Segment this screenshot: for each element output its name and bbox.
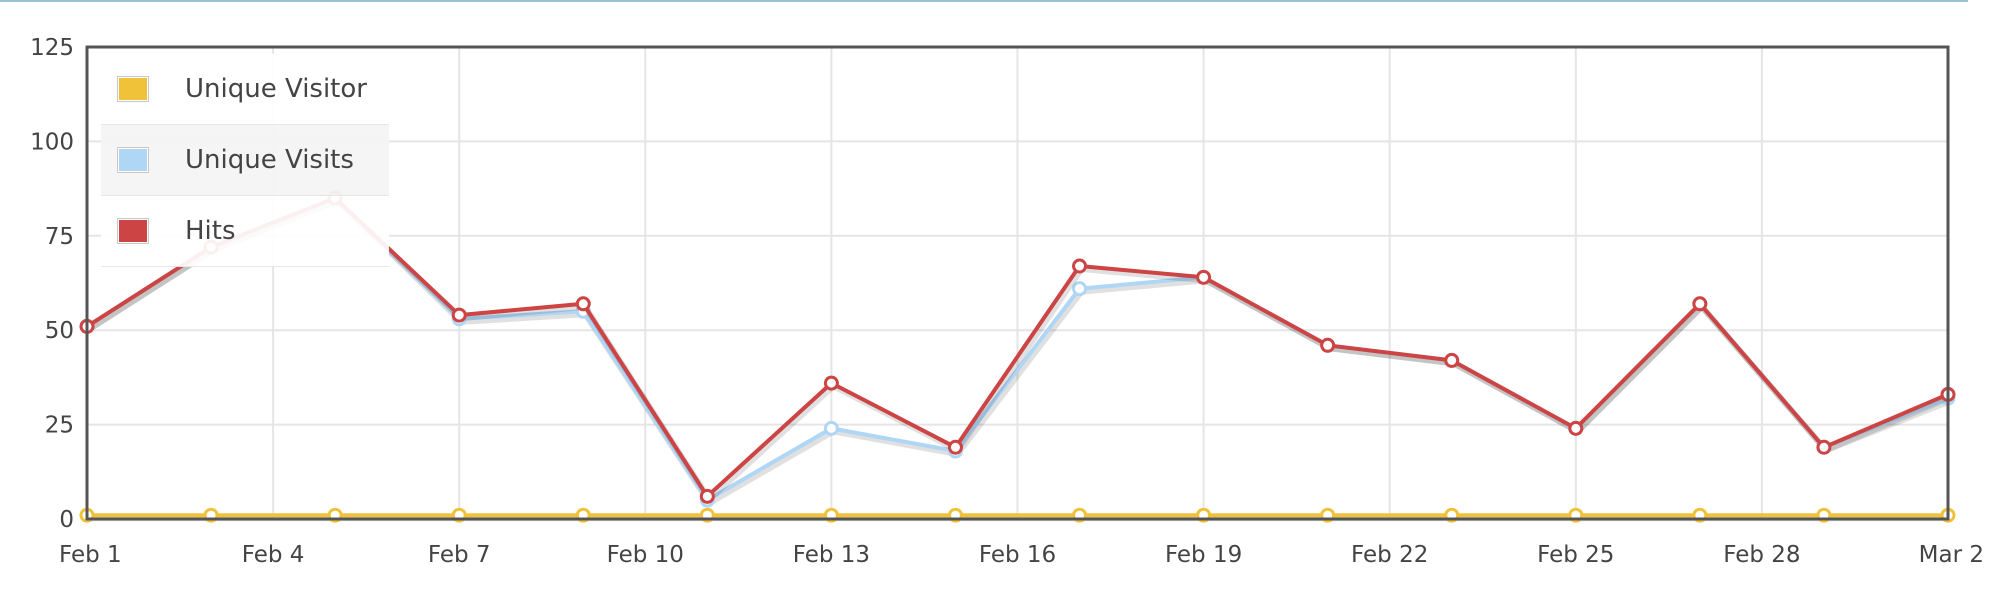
- x-tick-label: Feb 4: [242, 542, 305, 568]
- y-tick-label: 125: [30, 35, 74, 61]
- x-tick-label: Feb 25: [1537, 542, 1614, 568]
- data-point-unique-visits[interactable]: [825, 422, 837, 434]
- y-tick-label: 50: [45, 318, 74, 344]
- x-tick-label: Feb 19: [1165, 542, 1242, 568]
- data-point-hits[interactable]: [1818, 441, 1830, 453]
- legend-item-hits[interactable]: Hits: [101, 196, 389, 267]
- data-point-hits[interactable]: [1694, 298, 1706, 310]
- x-tick-label: Feb 1: [59, 542, 122, 568]
- data-point-hits[interactable]: [453, 309, 465, 321]
- legend-label: Unique Visitor: [185, 74, 367, 104]
- legend: Unique Visitor Unique Visits Hits: [101, 54, 389, 267]
- y-tick-label: 0: [59, 507, 74, 533]
- y-tick-label: 75: [45, 224, 74, 250]
- data-point-hits[interactable]: [1446, 354, 1458, 366]
- legend-swatch-hits: [117, 218, 149, 244]
- legend-item-unique-visits[interactable]: Unique Visits: [101, 125, 389, 196]
- data-point-unique-visits[interactable]: [1074, 283, 1086, 295]
- data-point-hits[interactable]: [825, 377, 837, 389]
- x-tick-label: Mar 2: [1919, 542, 1984, 568]
- legend-label: Unique Visits: [185, 145, 354, 175]
- data-point-hits[interactable]: [1074, 260, 1086, 272]
- legend-label: Hits: [185, 216, 236, 246]
- y-tick-label: 25: [45, 413, 74, 439]
- data-point-hits[interactable]: [1198, 271, 1210, 283]
- x-axis-labels: Feb 1 Feb 4 Feb 7 Feb 10 Feb 13 Feb 16 Feb 19 F…: [59, 542, 1984, 568]
- legend-item-unique-visitor[interactable]: Unique Visitor: [101, 54, 389, 125]
- data-point-hits[interactable]: [1322, 339, 1334, 351]
- x-tick-label: Feb 16: [979, 542, 1056, 568]
- x-tick-label: Feb 10: [607, 542, 684, 568]
- legend-swatch-unique-visits: [117, 147, 149, 173]
- data-point-hits[interactable]: [701, 490, 713, 502]
- y-tick-label: 100: [30, 129, 74, 155]
- data-point-hits[interactable]: [1570, 422, 1582, 434]
- legend-swatch-unique-visitor: [117, 76, 149, 102]
- x-tick-label: Feb 28: [1723, 542, 1800, 568]
- x-tick-label: Feb 22: [1351, 542, 1428, 568]
- y-axis-labels: 0 25 50 75 100 125: [30, 35, 74, 533]
- data-point-hits[interactable]: [577, 298, 589, 310]
- data-point-hits[interactable]: [949, 441, 961, 453]
- x-tick-label: Feb 7: [428, 542, 491, 568]
- x-tick-label: Feb 13: [793, 542, 870, 568]
